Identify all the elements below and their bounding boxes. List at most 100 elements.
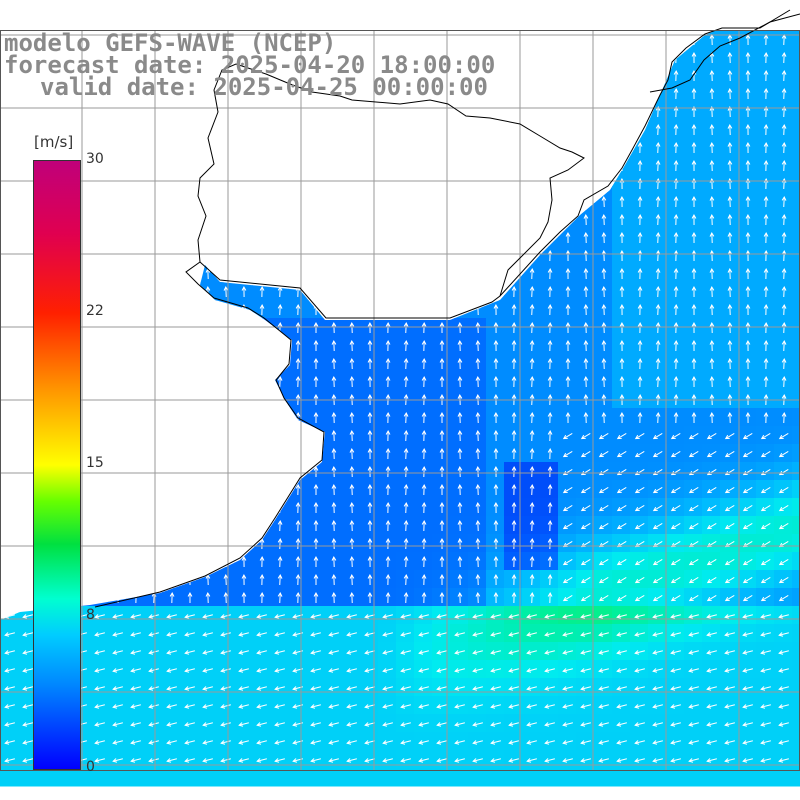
- wind-arrow: [652, 758, 663, 763]
- field-cell: [792, 30, 800, 49]
- wind-arrow: [457, 357, 463, 370]
- wind-arrow: [508, 740, 519, 745]
- field-cell: [342, 588, 361, 607]
- field-cell: [648, 642, 667, 661]
- field-cell: [738, 426, 757, 445]
- field-cell: [576, 210, 595, 229]
- field-cell: [594, 516, 613, 535]
- field-cell: [486, 408, 505, 427]
- wind-arrow: [457, 339, 463, 352]
- wind-arrow: [295, 555, 301, 568]
- wind-arrow: [742, 632, 753, 637]
- field-cell: [522, 480, 541, 499]
- field-cell: [342, 570, 361, 589]
- wind-arrow: [385, 357, 391, 370]
- field-cell: [414, 768, 433, 787]
- field-cell: [324, 714, 343, 733]
- field-cell: [414, 372, 433, 391]
- field-cell: [612, 678, 631, 697]
- wind-arrow: [256, 668, 267, 673]
- wind-arrow: [202, 614, 213, 619]
- field-cell: [288, 372, 307, 391]
- wind-arrow: [184, 614, 195, 619]
- field-cell: [594, 390, 613, 409]
- wind-arrow: [634, 468, 645, 476]
- field-cell: [774, 516, 793, 535]
- field-cell: [702, 552, 721, 571]
- wind-arrow: [562, 704, 573, 709]
- wind-arrow: [691, 51, 697, 64]
- wind-arrow: [331, 591, 337, 604]
- field-cell: [306, 480, 325, 499]
- wind-arrow: [778, 668, 789, 673]
- field-cell: [792, 192, 800, 211]
- field-cell: [468, 714, 487, 733]
- wind-arrow: [616, 468, 627, 476]
- field-cell: [666, 480, 685, 499]
- field-cell: [36, 768, 55, 787]
- field-cell: [324, 480, 343, 499]
- field-cell: [108, 768, 127, 787]
- wind-arrow: [562, 468, 573, 476]
- wind-arrow: [724, 558, 735, 566]
- field-cell: [558, 606, 577, 625]
- wind-arrow: [274, 758, 285, 763]
- field-cell: [612, 282, 631, 301]
- field-cell: [684, 246, 703, 265]
- wind-arrow: [655, 195, 661, 208]
- wind-arrow: [400, 686, 411, 691]
- field-cell: [450, 696, 469, 715]
- field-cell: [432, 408, 451, 427]
- wind-arrow: [580, 468, 591, 476]
- wind-arrow: [673, 87, 679, 100]
- field-cell: [630, 174, 649, 193]
- wind-arrow: [565, 285, 571, 298]
- field-cell: [720, 138, 739, 157]
- field-cell: [702, 570, 721, 589]
- wind-arrow: [367, 537, 373, 550]
- field-cell: [540, 282, 559, 301]
- wind-arrow: [130, 758, 141, 763]
- field-cell: [144, 606, 163, 625]
- wind-arrow: [673, 303, 679, 316]
- wind-arrow: [547, 465, 553, 478]
- field-cell: [576, 606, 595, 625]
- field-cell: [792, 588, 800, 607]
- wind-arrow: [544, 668, 555, 673]
- wind-arrow: [637, 411, 643, 424]
- field-cell: [360, 696, 379, 715]
- wind-arrow: [781, 321, 787, 334]
- field-cell: [540, 246, 559, 265]
- wind-arrow: [562, 504, 573, 512]
- wind-arrow: [691, 375, 697, 388]
- field-cell: [90, 750, 109, 769]
- wind-arrow: [580, 740, 591, 745]
- wind-arrow: [760, 432, 771, 440]
- wind-arrow: [706, 650, 717, 655]
- wind-arrow: [655, 357, 661, 370]
- wind-arrow: [655, 339, 661, 352]
- field-cell: [738, 768, 757, 787]
- field-cell: [648, 228, 667, 247]
- field-cell: [504, 642, 523, 661]
- wind-arrow: [112, 722, 123, 727]
- field-cell: [720, 426, 739, 445]
- wind-arrow: [778, 504, 789, 512]
- field-cell: [558, 408, 577, 427]
- field-cell: [648, 660, 667, 679]
- wind-arrow: [439, 375, 445, 388]
- wind-arrow: [331, 447, 337, 460]
- field-cell: [720, 264, 739, 283]
- wind-arrow: [385, 447, 391, 460]
- wind-arrow: [637, 159, 643, 172]
- field-cell: [684, 192, 703, 211]
- wind-arrow: [328, 722, 339, 727]
- field-cell: [684, 84, 703, 103]
- wind-arrow: [493, 429, 499, 442]
- field-cell: [288, 354, 307, 373]
- field-cell: [306, 660, 325, 679]
- field-cell: [324, 516, 343, 535]
- wind-arrow: [634, 432, 645, 440]
- wind-arrow: [709, 321, 715, 334]
- wind-arrow: [256, 704, 267, 709]
